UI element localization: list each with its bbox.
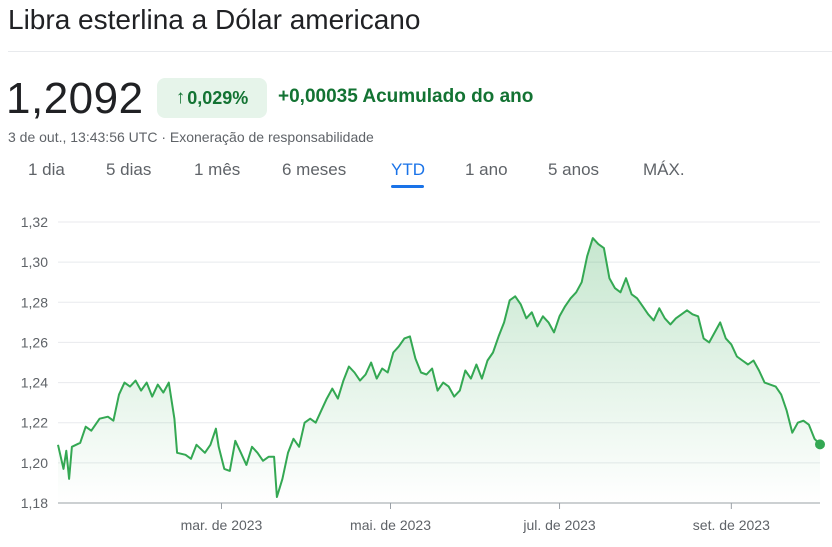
- tab-1-month[interactable]: 1 mês: [194, 160, 241, 179]
- x-tick-label: mar. de 2023: [181, 517, 263, 533]
- tab-6-months[interactable]: 6 meses: [282, 160, 347, 179]
- arrow-up-icon: ↑: [175, 87, 186, 108]
- page-title: Libra esterlina a Dólar americano: [8, 4, 421, 35]
- current-price: 1,2092: [6, 74, 144, 123]
- y-tick-label: 1,26: [21, 334, 48, 350]
- price-area: [58, 238, 820, 503]
- y-tick-label: 1,22: [21, 415, 48, 431]
- x-tick-label: jul. de 2023: [522, 517, 596, 533]
- tab-max[interactable]: MÁX.: [643, 160, 685, 179]
- tab-5-years[interactable]: 5 anos: [548, 160, 600, 179]
- y-tick-label: 1,24: [21, 375, 48, 391]
- x-tick-label: mai. de 2023: [350, 517, 431, 533]
- price-line: [57, 237, 821, 498]
- tab-5-days[interactable]: 5 dias: [106, 160, 152, 179]
- tab-ytd[interactable]: YTD: [391, 160, 425, 179]
- last-price-dot: [815, 439, 825, 450]
- tab-1-year[interactable]: 1 ano: [465, 160, 508, 179]
- y-tick-label: 1,18: [21, 495, 48, 511]
- active-tab-indicator: [391, 185, 424, 188]
- x-tick-label: set. de 2023: [693, 517, 770, 533]
- change-absolute: +0,00035 Acumulado do ano: [278, 86, 534, 107]
- change-percent-badge: ↑ 0,029%: [157, 78, 267, 118]
- meta-separator: ·: [157, 129, 170, 145]
- disclaimer-link[interactable]: Exoneração de responsabilidade: [169, 129, 374, 145]
- timestamp: 3 de out., 13:43:56 UTC: [8, 129, 158, 145]
- change-percent-value: 0,029%: [187, 87, 249, 108]
- tab-1-day[interactable]: 1 dia: [28, 160, 65, 179]
- range-tabs: 1 dia 5 dias 1 mês 6 meses YTD 1 ano 5 a…: [0, 160, 832, 192]
- y-tick-label: 1,28: [21, 294, 48, 310]
- meta-line: 3 de out., 13:43:56 UTC · Exoneração de …: [8, 129, 374, 145]
- header-divider: [8, 51, 832, 52]
- y-tick-label: 1,30: [21, 254, 48, 270]
- y-tick-label: 1,32: [21, 214, 48, 230]
- y-tick-label: 1,20: [21, 455, 48, 471]
- price-chart[interactable]: 1,32 1,30 1,28 1,26 1,24 1,22 1,20 1,18 mar. de…: [0, 195, 832, 547]
